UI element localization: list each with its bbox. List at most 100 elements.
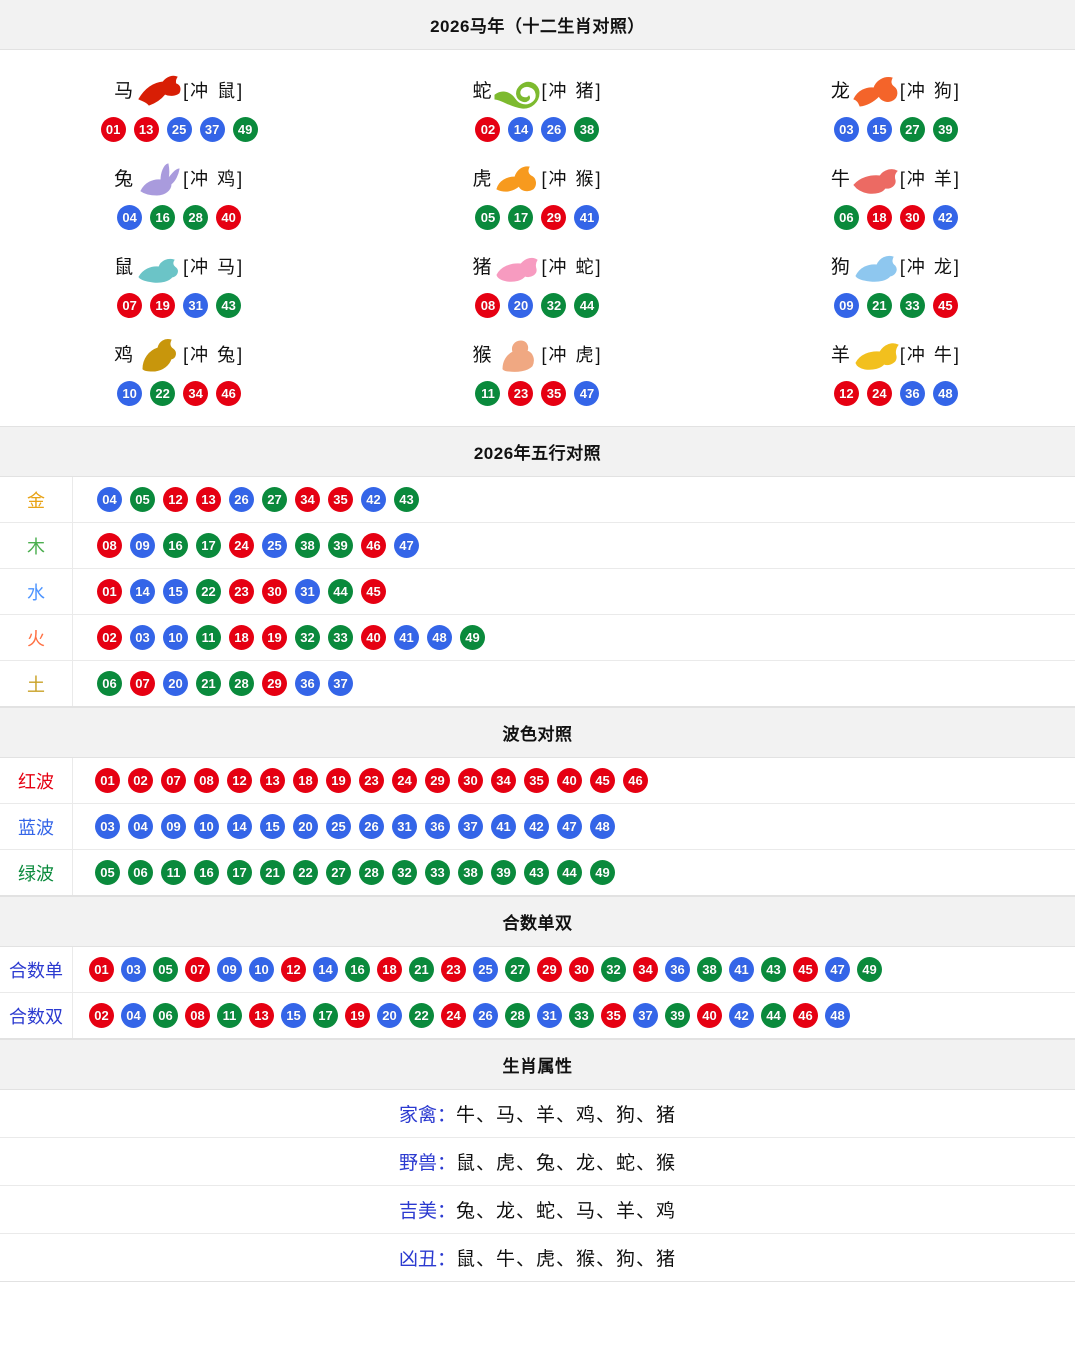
number-ball[interactable]: 32 — [295, 625, 320, 650]
number-ball[interactable]: 48 — [932, 381, 958, 406]
number-ball[interactable]: 13 — [196, 487, 221, 512]
number-ball[interactable]: 21 — [260, 860, 285, 885]
number-ball[interactable]: 47 — [394, 533, 419, 558]
number-ball[interactable]: 28 — [359, 860, 384, 885]
number-ball[interactable]: 19 — [345, 1003, 370, 1028]
number-ball[interactable]: 04 — [97, 487, 122, 512]
zodiac-cell-牛[interactable]: 牛 [冲 羊] 06 18 30 42 — [717, 148, 1075, 236]
number-ball[interactable]: 09 — [833, 293, 859, 318]
number-ball[interactable]: 23 — [508, 381, 534, 406]
number-ball[interactable]: 49 — [232, 117, 258, 142]
number-ball[interactable]: 12 — [281, 957, 306, 982]
number-ball[interactable]: 44 — [557, 860, 582, 885]
number-ball[interactable]: 45 — [590, 768, 615, 793]
number-ball[interactable]: 37 — [633, 1003, 658, 1028]
number-ball[interactable]: 08 — [194, 768, 219, 793]
number-ball[interactable]: 24 — [441, 1003, 466, 1028]
number-ball[interactable]: 28 — [505, 1003, 530, 1028]
number-ball[interactable]: 49 — [590, 860, 615, 885]
number-ball[interactable]: 29 — [537, 957, 562, 982]
number-ball[interactable]: 40 — [361, 625, 386, 650]
number-ball[interactable]: 43 — [216, 293, 242, 318]
number-ball[interactable]: 05 — [95, 860, 120, 885]
number-ball[interactable]: 24 — [866, 381, 892, 406]
number-ball[interactable]: 35 — [541, 381, 567, 406]
number-ball[interactable]: 37 — [458, 814, 483, 839]
number-ball[interactable]: 36 — [425, 814, 450, 839]
number-ball[interactable]: 01 — [97, 579, 122, 604]
number-ball[interactable]: 46 — [793, 1003, 818, 1028]
number-ball[interactable]: 09 — [217, 957, 242, 982]
number-ball[interactable]: 16 — [150, 205, 176, 230]
number-ball[interactable]: 21 — [409, 957, 434, 982]
number-ball[interactable]: 20 — [377, 1003, 402, 1028]
number-ball[interactable]: 04 — [128, 814, 153, 839]
number-ball[interactable]: 39 — [328, 533, 353, 558]
number-ball[interactable]: 12 — [227, 768, 252, 793]
number-ball[interactable]: 22 — [293, 860, 318, 885]
number-ball[interactable]: 41 — [491, 814, 516, 839]
number-ball[interactable]: 26 — [359, 814, 384, 839]
number-ball[interactable]: 27 — [899, 117, 925, 142]
number-ball[interactable]: 09 — [161, 814, 186, 839]
number-ball[interactable]: 44 — [761, 1003, 786, 1028]
zodiac-cell-虎[interactable]: 虎 [冲 猴] 05 17 29 41 — [358, 148, 716, 236]
number-ball[interactable]: 19 — [150, 293, 176, 318]
number-ball[interactable]: 42 — [524, 814, 549, 839]
number-ball[interactable]: 36 — [899, 381, 925, 406]
zodiac-cell-兔[interactable]: 兔 [冲 鸡] 04 16 28 40 — [0, 148, 358, 236]
number-ball[interactable]: 14 — [508, 117, 534, 142]
number-ball[interactable]: 01 — [95, 768, 120, 793]
number-ball[interactable]: 17 — [196, 533, 221, 558]
number-ball[interactable]: 43 — [761, 957, 786, 982]
number-ball[interactable]: 44 — [328, 579, 353, 604]
number-ball[interactable]: 47 — [557, 814, 582, 839]
number-ball[interactable]: 31 — [295, 579, 320, 604]
attribute-key[interactable]: 野兽： — [398, 1153, 456, 1174]
number-ball[interactable]: 20 — [163, 671, 188, 696]
number-ball[interactable]: 18 — [377, 957, 402, 982]
number-ball[interactable]: 23 — [441, 957, 466, 982]
number-ball[interactable]: 20 — [508, 293, 534, 318]
zodiac-cell-龙[interactable]: 龙 [冲 狗] 03 15 27 39 — [717, 60, 1075, 148]
number-ball[interactable]: 30 — [262, 579, 287, 604]
number-ball[interactable]: 07 — [185, 957, 210, 982]
number-ball[interactable]: 01 — [100, 117, 126, 142]
number-ball[interactable]: 39 — [665, 1003, 690, 1028]
number-ball[interactable]: 27 — [326, 860, 351, 885]
number-ball[interactable]: 37 — [199, 117, 225, 142]
number-ball[interactable]: 12 — [163, 487, 188, 512]
number-ball[interactable]: 34 — [183, 381, 209, 406]
attribute-key[interactable]: 吉美： — [398, 1201, 456, 1222]
number-ball[interactable]: 22 — [150, 381, 176, 406]
number-ball[interactable]: 33 — [425, 860, 450, 885]
number-ball[interactable]: 07 — [161, 768, 186, 793]
number-ball[interactable]: 45 — [361, 579, 386, 604]
number-ball[interactable]: 47 — [574, 381, 600, 406]
number-ball[interactable]: 16 — [345, 957, 370, 982]
number-ball[interactable]: 14 — [313, 957, 338, 982]
number-ball[interactable]: 39 — [491, 860, 516, 885]
number-ball[interactable]: 32 — [392, 860, 417, 885]
number-ball[interactable]: 42 — [729, 1003, 754, 1028]
number-ball[interactable]: 11 — [196, 625, 221, 650]
number-ball[interactable]: 26 — [473, 1003, 498, 1028]
number-ball[interactable]: 48 — [590, 814, 615, 839]
number-ball[interactable]: 41 — [394, 625, 419, 650]
number-ball[interactable]: 41 — [574, 205, 600, 230]
number-ball[interactable]: 13 — [260, 768, 285, 793]
number-ball[interactable]: 14 — [227, 814, 252, 839]
zodiac-cell-狗[interactable]: 狗 [冲 龙] 09 21 33 45 — [717, 236, 1075, 324]
number-ball[interactable]: 27 — [505, 957, 530, 982]
number-ball[interactable]: 16 — [194, 860, 219, 885]
number-ball[interactable]: 31 — [392, 814, 417, 839]
number-ball[interactable]: 43 — [394, 487, 419, 512]
number-ball[interactable]: 30 — [458, 768, 483, 793]
number-ball[interactable]: 02 — [475, 117, 501, 142]
number-ball[interactable]: 21 — [866, 293, 892, 318]
number-ball[interactable]: 15 — [163, 579, 188, 604]
number-ball[interactable]: 46 — [623, 768, 648, 793]
number-ball[interactable]: 48 — [427, 625, 452, 650]
number-ball[interactable]: 34 — [633, 957, 658, 982]
number-ball[interactable]: 17 — [508, 205, 534, 230]
